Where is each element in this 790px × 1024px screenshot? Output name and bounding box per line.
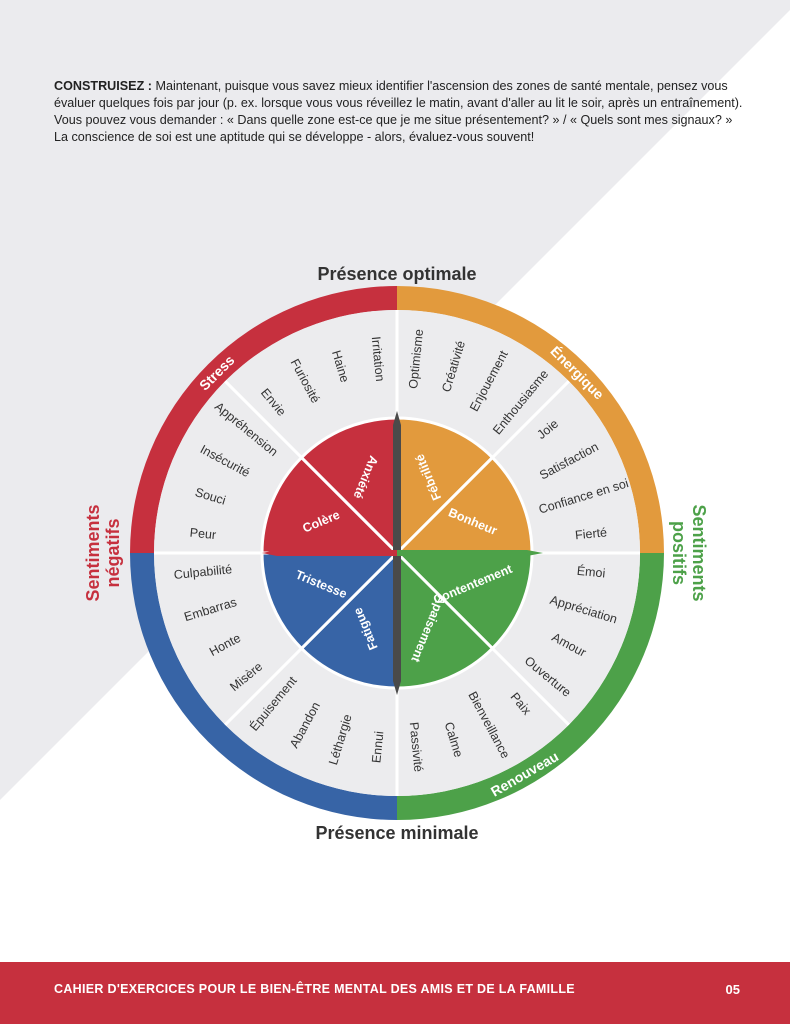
wedge-divider [491,647,570,726]
right-label-line: Sentiments [689,504,709,601]
emotion-word: Ennui [369,730,386,763]
wedge-divider [491,380,570,459]
outer-ring-red [130,286,397,553]
left-label-line: Sentiments [83,504,103,601]
core-sector-orange [393,455,534,555]
wedge-divider [224,647,303,726]
emotion-word: Fierté [574,525,607,542]
emotion-word: Optimisme [406,328,426,389]
emotion-word: Culpabilité [173,562,233,582]
footer-title: CAHIER D'EXERCICES POUR LE BIEN-ÊTRE MEN… [54,982,575,996]
horizontal-axis-right [397,550,543,556]
page-number: 05 [725,982,740,997]
core-sector-orange [395,416,495,557]
footer-bar: CAHIER D'EXERCICES POUR LE BIEN-ÊTRE MEN… [0,962,790,1024]
horizontal-axis-left [262,550,397,556]
outer-ring-orange [397,286,664,553]
emotion-word: Passivité [407,721,426,772]
bottom-axis-label: Présence minimale [315,823,478,843]
intro-paragraph: CONSTRUISEZ : Maintenant, puisque vous s… [54,78,744,146]
core-sector-blue [299,549,399,690]
intro-body: Maintenant, puisque vous savez mieux ide… [54,79,743,144]
emotion-word: Peur [189,526,217,543]
emotion-word: Émoi [576,563,606,581]
left-label-line: négatifs [103,518,123,587]
core-sector-blue [260,551,401,651]
left-side-label: Sentiments négatifs [83,504,123,601]
outer-ring-blue [130,553,397,820]
right-label-line: positifs [669,521,689,585]
intro-lead: CONSTRUISEZ : [54,79,152,93]
emotion-word: Irritation [369,336,387,382]
outer-ring-green [397,553,664,820]
core-sector-red [260,455,401,555]
core-sector-green [393,551,534,651]
wedge-divider [224,380,303,459]
top-axis-label: Présence optimale [317,264,476,284]
core-sector-red [299,416,399,557]
core-sector-green [395,549,495,690]
